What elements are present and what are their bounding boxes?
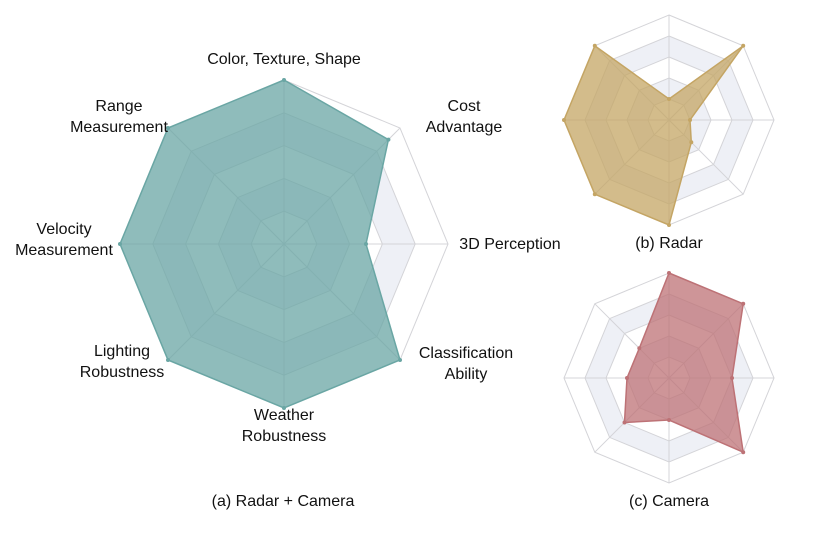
data-point: [118, 242, 122, 246]
data-point: [364, 242, 368, 246]
data-point: [592, 43, 597, 48]
radar-chart-combined: Color, Texture, Shape Cost Advantage 3D Per…: [15, 51, 561, 445]
data-point: [166, 358, 170, 362]
data-point: [625, 376, 629, 380]
caption-camera: (c) Camera: [629, 493, 709, 510]
caption-radar-camera: (a) Radar + Camera: [212, 493, 355, 510]
caption-radar: (b) Radar: [635, 235, 703, 252]
data-point: [398, 358, 402, 362]
axis-label: Cost Advantage: [426, 98, 503, 136]
radar-chart-radar: [562, 14, 775, 227]
data-point: [592, 192, 597, 197]
axis-label: Lighting Robustness: [80, 343, 165, 381]
data-point: [667, 418, 671, 422]
data-point: [689, 140, 694, 145]
axis-label: 3D Perception: [459, 236, 560, 253]
data-point: [282, 78, 286, 82]
radar-chart-camera: [563, 271, 775, 484]
axis-label: Classification Ability: [419, 345, 513, 383]
data-point: [637, 346, 642, 351]
data-point: [622, 420, 627, 425]
data-point: [562, 118, 566, 122]
data-point: [730, 376, 734, 380]
data-point: [741, 43, 746, 48]
data-point: [667, 223, 671, 227]
data-point: [741, 301, 746, 306]
data-point: [741, 450, 746, 455]
axis-label: Range Measurement: [70, 98, 168, 136]
data-point: [282, 406, 286, 410]
data-point: [667, 271, 671, 275]
axis-label: Weather Robustness: [242, 407, 327, 445]
axis-label: Color, Texture, Shape: [207, 51, 361, 68]
axis-label: Velocity Measurement: [15, 221, 113, 259]
data-point: [386, 137, 391, 142]
data-point: [166, 126, 170, 130]
data-point: [667, 97, 671, 101]
data-point: [688, 118, 692, 122]
